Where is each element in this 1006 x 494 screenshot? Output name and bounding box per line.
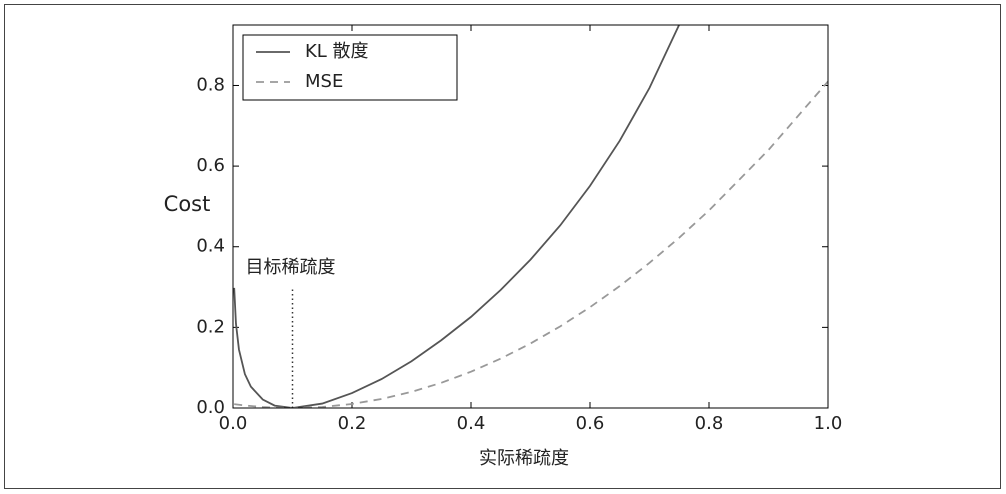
x-tick-label: 0.0 [219,413,248,434]
frame [4,4,1001,489]
series-line [233,25,681,408]
x-tick-label: 0.6 [576,413,605,434]
series-line [234,80,828,408]
x-axis-label: 实际稀疏度 [479,448,569,469]
x-tick-label: 0.4 [457,413,486,434]
x-tick-label: 1.0 [814,413,843,434]
annotation-text: 目标稀疏度 [246,257,336,278]
plot-area [233,25,828,408]
legend: KL 散度 MSE [242,34,458,101]
plot-border [232,24,829,409]
x-tick-label: 0.2 [338,413,367,434]
x-tick-label: 0.8 [695,413,724,434]
legend-label: KL 散度 [305,41,369,62]
legend-box [242,34,458,101]
y-axis-label: Cost [164,192,211,216]
y-tick-label: 0.4 [196,236,225,257]
y-tick-label: 0.0 [196,397,225,418]
legend-label: MSE [305,71,343,92]
y-tick-label: 0.2 [196,316,225,337]
y-tick-label: 0.6 [196,155,225,176]
y-tick-label: 0.8 [196,74,225,95]
